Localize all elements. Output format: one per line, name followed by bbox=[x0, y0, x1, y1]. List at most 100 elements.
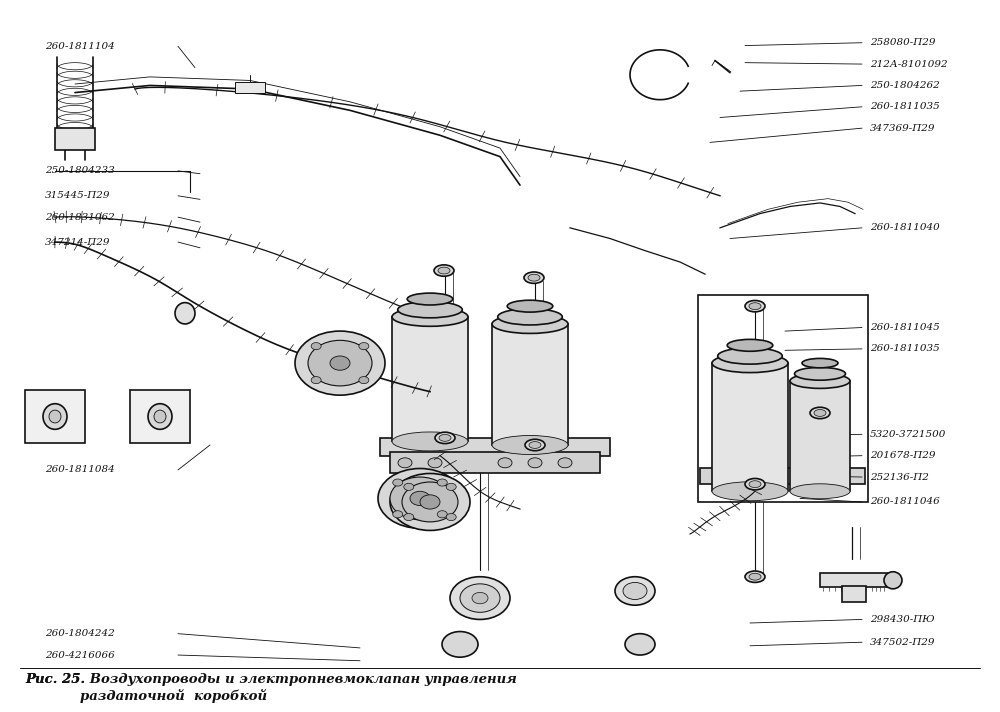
Text: Рис. 25. Воздухопроводы и электропневмоклапан управления: Рис. 25. Воздухопроводы и электропневмок… bbox=[25, 674, 517, 686]
Text: 298430-ПЮ: 298430-ПЮ bbox=[870, 615, 935, 624]
Ellipse shape bbox=[330, 356, 350, 370]
Ellipse shape bbox=[790, 484, 850, 498]
Ellipse shape bbox=[749, 481, 761, 488]
Ellipse shape bbox=[745, 478, 765, 490]
Ellipse shape bbox=[308, 340, 372, 386]
Bar bbox=[25, 389, 85, 443]
Ellipse shape bbox=[814, 409, 826, 417]
Ellipse shape bbox=[402, 482, 458, 522]
Ellipse shape bbox=[528, 458, 542, 468]
Text: 260-1811045: 260-1811045 bbox=[870, 323, 940, 332]
Text: 260-1811035: 260-1811035 bbox=[870, 103, 940, 111]
Ellipse shape bbox=[437, 479, 447, 486]
Bar bbox=[842, 586, 866, 602]
Text: 315445-П29: 315445-П29 bbox=[45, 192, 110, 200]
Ellipse shape bbox=[404, 513, 414, 520]
Text: 258080-П29: 258080-П29 bbox=[870, 38, 936, 47]
Text: 347214-П29: 347214-П29 bbox=[45, 238, 110, 246]
Text: раздаточной  коробкой: раздаточной коробкой bbox=[80, 689, 267, 703]
Ellipse shape bbox=[439, 434, 451, 441]
Ellipse shape bbox=[359, 377, 369, 384]
Ellipse shape bbox=[311, 377, 321, 384]
Bar bbox=[712, 363, 788, 491]
Ellipse shape bbox=[404, 483, 414, 491]
Ellipse shape bbox=[498, 309, 562, 325]
Ellipse shape bbox=[749, 573, 761, 580]
Text: Рис. 25.: Рис. 25. bbox=[25, 674, 90, 686]
Ellipse shape bbox=[507, 300, 553, 312]
Bar bbox=[700, 468, 865, 484]
Bar bbox=[790, 381, 850, 491]
Ellipse shape bbox=[407, 293, 453, 305]
Bar bbox=[130, 389, 190, 443]
Ellipse shape bbox=[359, 342, 369, 350]
Ellipse shape bbox=[393, 511, 403, 518]
Bar bbox=[380, 438, 610, 456]
Text: 260-1831062: 260-1831062 bbox=[45, 213, 115, 221]
Text: 252136-П2: 252136-П2 bbox=[870, 473, 929, 481]
Ellipse shape bbox=[437, 511, 447, 518]
Ellipse shape bbox=[528, 274, 540, 281]
Bar bbox=[235, 82, 265, 93]
Ellipse shape bbox=[884, 572, 902, 589]
Bar bbox=[30, 397, 80, 436]
Ellipse shape bbox=[390, 473, 470, 530]
Text: 250-1804262: 250-1804262 bbox=[870, 81, 940, 90]
Ellipse shape bbox=[392, 308, 468, 326]
Ellipse shape bbox=[450, 577, 510, 619]
Ellipse shape bbox=[615, 577, 655, 605]
Bar bbox=[135, 397, 185, 436]
Ellipse shape bbox=[148, 404, 172, 429]
Ellipse shape bbox=[498, 458, 512, 468]
Ellipse shape bbox=[49, 410, 61, 423]
Text: 347369-П29: 347369-П29 bbox=[870, 124, 936, 132]
Ellipse shape bbox=[524, 272, 544, 283]
Ellipse shape bbox=[790, 373, 850, 389]
Text: 260-1811040: 260-1811040 bbox=[870, 224, 940, 232]
Ellipse shape bbox=[749, 303, 761, 310]
Text: 347502-П29: 347502-П29 bbox=[870, 638, 936, 646]
Ellipse shape bbox=[727, 340, 773, 351]
Ellipse shape bbox=[398, 302, 462, 318]
Bar bbox=[392, 317, 468, 441]
Ellipse shape bbox=[460, 584, 500, 612]
Text: 260-1804242: 260-1804242 bbox=[45, 629, 115, 638]
Ellipse shape bbox=[175, 303, 195, 324]
Ellipse shape bbox=[810, 407, 830, 419]
Ellipse shape bbox=[472, 592, 488, 604]
Ellipse shape bbox=[398, 458, 412, 468]
Ellipse shape bbox=[311, 342, 321, 350]
Bar bbox=[390, 452, 600, 473]
Ellipse shape bbox=[623, 582, 647, 600]
Bar bbox=[698, 295, 868, 502]
Ellipse shape bbox=[438, 267, 450, 274]
Ellipse shape bbox=[446, 513, 456, 520]
Text: 212А-8101092: 212А-8101092 bbox=[870, 60, 948, 68]
Text: 260-4216066: 260-4216066 bbox=[45, 651, 115, 659]
Ellipse shape bbox=[410, 491, 430, 506]
Ellipse shape bbox=[442, 632, 478, 657]
Ellipse shape bbox=[390, 477, 450, 520]
Ellipse shape bbox=[428, 458, 442, 468]
Ellipse shape bbox=[43, 404, 67, 429]
Ellipse shape bbox=[434, 265, 454, 276]
Ellipse shape bbox=[712, 354, 788, 372]
Ellipse shape bbox=[712, 482, 788, 501]
Ellipse shape bbox=[492, 436, 568, 454]
Ellipse shape bbox=[802, 358, 838, 368]
Ellipse shape bbox=[154, 410, 166, 423]
Ellipse shape bbox=[625, 634, 655, 655]
Text: 250-1804233: 250-1804233 bbox=[45, 167, 115, 175]
Bar bbox=[492, 324, 568, 445]
Ellipse shape bbox=[295, 331, 385, 395]
Ellipse shape bbox=[435, 432, 455, 444]
Ellipse shape bbox=[718, 348, 782, 364]
Ellipse shape bbox=[794, 367, 846, 380]
Text: 260-1811104: 260-1811104 bbox=[45, 42, 115, 51]
Ellipse shape bbox=[393, 479, 403, 486]
Bar bbox=[55, 128, 95, 150]
Ellipse shape bbox=[529, 441, 541, 449]
Ellipse shape bbox=[745, 571, 765, 582]
Ellipse shape bbox=[492, 315, 568, 333]
Ellipse shape bbox=[525, 439, 545, 451]
